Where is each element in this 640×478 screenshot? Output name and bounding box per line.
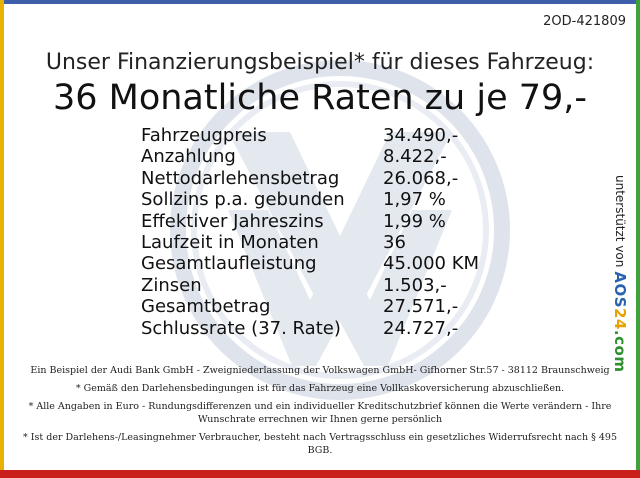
offer-reference-number: 2OD-421809 <box>543 14 626 29</box>
footer-bank-note: Ein Beispiel der Audi Bank GmbH - Zweign… <box>30 365 610 376</box>
detail-row: Anzahlung 8.422,- <box>141 146 479 167</box>
detail-label: Gesamtbetrag <box>141 296 271 318</box>
detail-row: Fahrzeugpreis 34.490,- <box>141 125 479 146</box>
legal-footer: Ein Beispiel der Audi Bank GmbH - Zweign… <box>20 364 620 462</box>
detail-value: 36 <box>383 231 406 253</box>
sponsor-credit: unterstützt von AOS24.com <box>608 175 632 372</box>
sponsor-text: unterstützt von <box>613 175 627 268</box>
detail-value: 24.727,- <box>383 317 459 339</box>
detail-label: Laufzeit in Monaten <box>141 231 319 253</box>
detail-label: Gesamtlaufleistung <box>141 253 317 275</box>
detail-value: 1,99 % <box>383 210 446 232</box>
detail-label: Sollzins p.a. gebunden <box>141 189 345 211</box>
monthly-rate-headline: 36 Monatliche Raten zu je 79,- <box>52 78 588 118</box>
financing-details-table: Fahrzeugpreis 34.490,- Anzahlung 8.422,- N… <box>141 125 479 339</box>
detail-row: Schlussrate (37. Rate) 24.727,- <box>141 318 479 339</box>
left-color-bar <box>0 0 4 478</box>
detail-row: Gesamtlaufleistung 45.000 KM <box>141 253 479 274</box>
vw-logo-watermark-icon <box>170 60 510 400</box>
detail-value: 26.068,- <box>383 167 459 189</box>
detail-label: Zinsen <box>141 274 202 296</box>
detail-row: Laufzeit in Monaten 36 <box>141 232 479 253</box>
offer-subtitle: Unser Finanzierungsbeispiel* für dieses … <box>45 50 595 75</box>
detail-row: Zinsen 1.503,- <box>141 275 479 296</box>
detail-value: 1,97 % <box>383 189 446 211</box>
footer-withdrawal-note: * Ist der Darlehens-/Leasingnehmer Verbr… <box>23 432 617 456</box>
footer-rounding-note: * Alle Angaben in Euro - Rundungsdiffere… <box>28 401 612 425</box>
detail-row: Nettodarlehensbetrag 26.068,- <box>141 168 479 189</box>
sponsor-brand-logo: AOS24.com <box>611 271 629 373</box>
footer-insurance-note: * Gemäß den Darlehensbedingungen ist für… <box>75 383 565 394</box>
detail-value: 1.503,- <box>383 274 447 296</box>
right-color-bar <box>636 0 640 478</box>
detail-value: 45.000 KM <box>383 253 480 275</box>
detail-label: Anzahlung <box>141 146 236 168</box>
detail-row: Gesamtbetrag 27.571,- <box>141 296 479 317</box>
top-color-bar <box>0 0 640 4</box>
detail-label: Schlussrate (37. Rate) <box>141 317 341 339</box>
detail-row: Sollzins p.a. gebunden 1,97 % <box>141 189 479 210</box>
detail-value: 8.422,- <box>383 146 447 168</box>
detail-value: 34.490,- <box>383 125 459 146</box>
detail-label: Effektiver Jahreszins <box>141 210 324 232</box>
detail-row: Effektiver Jahreszins 1,99 % <box>141 211 479 232</box>
bottom-color-bar <box>0 470 640 478</box>
detail-label: Fahrzeugpreis <box>141 125 267 146</box>
detail-label: Nettodarlehensbetrag <box>141 167 340 189</box>
detail-value: 27.571,- <box>383 296 459 318</box>
